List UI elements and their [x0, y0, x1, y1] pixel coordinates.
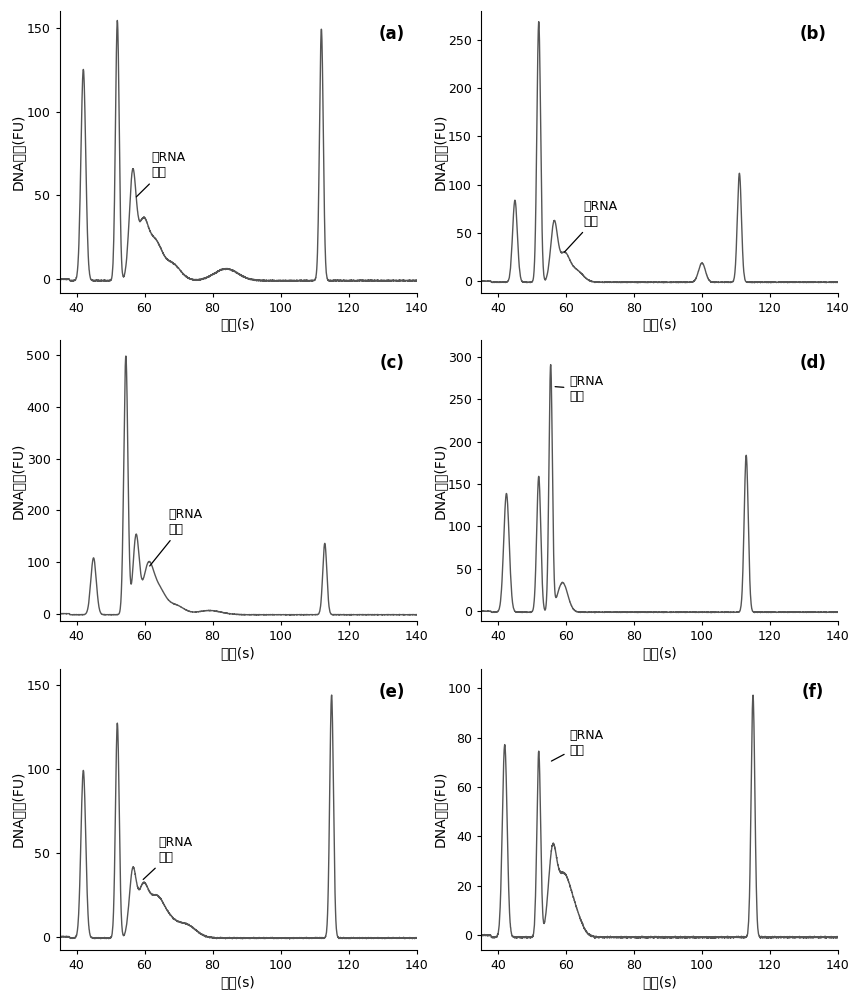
X-axis label: 时间(s): 时间(s): [220, 975, 256, 989]
X-axis label: 时间(s): 时间(s): [642, 975, 677, 989]
Text: (e): (e): [379, 683, 405, 701]
Text: (f): (f): [802, 683, 824, 701]
Text: (c): (c): [379, 354, 404, 372]
Text: (b): (b): [800, 25, 827, 43]
Text: 小RNA
文库: 小RNA 文库: [143, 836, 192, 879]
Y-axis label: DNA强度(FU): DNA强度(FU): [432, 114, 447, 190]
X-axis label: 时间(s): 时间(s): [220, 317, 256, 331]
Y-axis label: DNA强度(FU): DNA强度(FU): [11, 114, 25, 190]
Text: 小RNA
文库: 小RNA 文库: [551, 729, 604, 761]
Text: 小RNA
文库: 小RNA 文库: [136, 151, 185, 197]
X-axis label: 时间(s): 时间(s): [642, 317, 677, 331]
X-axis label: 时间(s): 时间(s): [220, 646, 256, 660]
X-axis label: 时间(s): 时间(s): [642, 646, 677, 660]
Text: (a): (a): [379, 25, 405, 43]
Text: 小RNA
文库: 小RNA 文库: [565, 200, 617, 252]
Text: (d): (d): [800, 354, 827, 372]
Y-axis label: DNA强度(FU): DNA强度(FU): [11, 771, 25, 847]
Y-axis label: DNA强度(FU): DNA强度(FU): [11, 442, 25, 519]
Y-axis label: DNA强度(FU): DNA强度(FU): [432, 771, 447, 847]
Text: 小RNA
文库: 小RNA 文库: [555, 375, 604, 403]
Y-axis label: DNA强度(FU): DNA强度(FU): [432, 442, 447, 519]
Text: 小RNA
文库: 小RNA 文库: [150, 508, 202, 566]
